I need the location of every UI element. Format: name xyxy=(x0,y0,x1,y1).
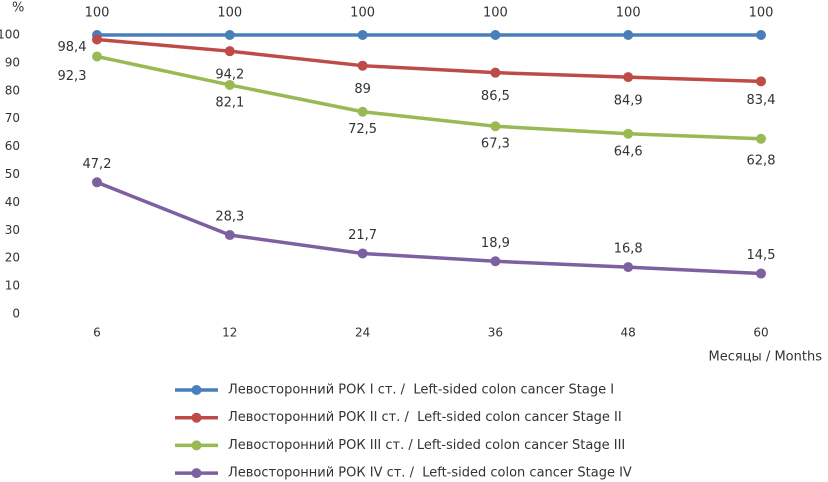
data-label: 100 xyxy=(483,6,508,21)
point-marker xyxy=(490,256,501,267)
x-tick-label: 24 xyxy=(355,326,370,340)
series-line xyxy=(96,37,762,84)
x-tick-label: 60 xyxy=(753,326,768,340)
point-marker xyxy=(357,248,368,259)
legend-label: Левосторонний РОК II ст. / Left-sided co… xyxy=(228,410,622,425)
point-marker xyxy=(756,133,766,144)
point-marker xyxy=(92,51,102,62)
x-tick-label: 48 xyxy=(621,326,636,340)
point-marker xyxy=(92,34,102,45)
y-tick-label: 10 xyxy=(5,279,20,293)
data-label: 84,9 xyxy=(614,94,643,109)
x-axis-label: Месяцы / Months xyxy=(709,350,823,365)
data-label: 92,3 xyxy=(58,69,87,84)
point-marker xyxy=(623,262,634,273)
data-label: 28,3 xyxy=(215,210,244,225)
data-label: 98,4 xyxy=(58,40,87,55)
data-label: 89 xyxy=(354,82,371,97)
data-label: 18,9 xyxy=(481,236,510,251)
y-tick-label: 70 xyxy=(5,111,20,125)
point-marker xyxy=(756,30,766,40)
point-marker xyxy=(490,121,501,132)
point-marker xyxy=(92,177,102,188)
point-marker xyxy=(623,30,634,40)
data-label: 14,5 xyxy=(747,248,776,263)
point-marker xyxy=(756,76,766,87)
x-tick-label: 6 xyxy=(93,326,101,340)
y-tick-label: 60 xyxy=(5,139,20,153)
legend-marker xyxy=(191,412,202,423)
point-marker xyxy=(623,128,634,139)
series-line xyxy=(96,180,762,276)
data-label: 82,1 xyxy=(215,95,244,110)
data-label: 86,5 xyxy=(481,89,510,104)
series-line xyxy=(96,54,762,141)
point-marker xyxy=(224,30,235,40)
y-tick-label: 0 xyxy=(12,307,20,321)
data-label: 62,8 xyxy=(747,153,776,168)
point-marker xyxy=(357,30,368,40)
point-marker xyxy=(357,60,368,71)
data-label: 64,6 xyxy=(614,144,643,159)
point-marker xyxy=(224,230,235,241)
data-label: 21,7 xyxy=(348,228,377,243)
legend-label: Левосторонний РОК III ст. / Left-sided c… xyxy=(228,438,625,453)
point-marker xyxy=(224,46,235,57)
point-marker xyxy=(623,72,634,83)
data-label: 83,4 xyxy=(747,93,776,108)
data-label: 67,3 xyxy=(481,137,510,152)
legend-marker xyxy=(191,468,202,479)
legend-label: Левосторонний РОК I ст. / Left-sided col… xyxy=(228,383,614,398)
y-tick-label: 40 xyxy=(5,195,20,209)
y-tick-label: 80 xyxy=(5,83,20,97)
point-marker xyxy=(756,268,766,279)
y-tick-label: 90 xyxy=(5,55,20,69)
data-label: 16,8 xyxy=(614,242,643,257)
legend-label: Левосторонний РОК IV ст. / Left-sided co… xyxy=(228,466,632,481)
data-label: 100 xyxy=(350,6,375,21)
data-label: 72,5 xyxy=(348,122,377,137)
point-marker xyxy=(357,106,368,117)
y-tick-label: 100 xyxy=(0,28,20,42)
y-tick-label: 20 xyxy=(5,251,20,265)
data-label: 47,2 xyxy=(83,157,112,172)
y-tick-label: 50 xyxy=(5,167,20,181)
y-tick-label: 30 xyxy=(5,223,20,237)
data-label: 100 xyxy=(217,6,242,21)
point-marker xyxy=(490,30,501,40)
legend-marker xyxy=(191,440,202,451)
data-label: 94,2 xyxy=(215,68,244,83)
point-marker xyxy=(224,79,235,90)
point-marker xyxy=(490,67,501,78)
data-label: 100 xyxy=(616,6,641,21)
x-tick-label: 36 xyxy=(488,326,503,340)
data-label: 100 xyxy=(749,6,774,21)
legend-marker xyxy=(191,385,202,395)
x-tick-label: 12 xyxy=(222,326,237,340)
y-axis-label: % xyxy=(12,1,24,16)
data-label: 100 xyxy=(85,6,110,21)
